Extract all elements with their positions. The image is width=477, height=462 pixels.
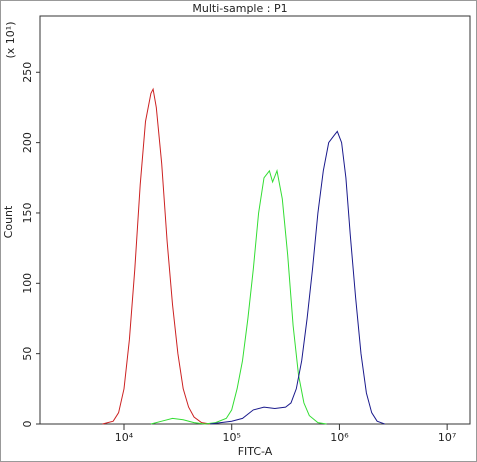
y-tick-label: 200	[21, 132, 34, 153]
x-tick-label: 10⁴	[115, 431, 134, 444]
y-multiplier: (x 10¹)	[4, 22, 17, 59]
y-axis-label: Count	[2, 205, 15, 238]
histogram-line	[102, 87, 211, 425]
y-tick-label: 0	[21, 421, 34, 428]
y-tick-label: 100	[21, 273, 34, 294]
x-tick-label: 10⁷	[438, 431, 456, 444]
chart-title: Multi-sample : P1	[192, 2, 287, 15]
y-tick-label: 50	[21, 347, 34, 361]
x-axis-label: FITC-A	[238, 445, 273, 458]
plot-area	[39, 15, 471, 425]
x-tick-label: 10⁶	[330, 431, 349, 444]
x-tick-label: 10⁵	[223, 431, 241, 444]
y-tick-label: 150	[21, 202, 34, 223]
histogram-line	[150, 169, 327, 425]
histogram-line	[210, 130, 385, 425]
y-tick-label: 250	[21, 62, 34, 83]
